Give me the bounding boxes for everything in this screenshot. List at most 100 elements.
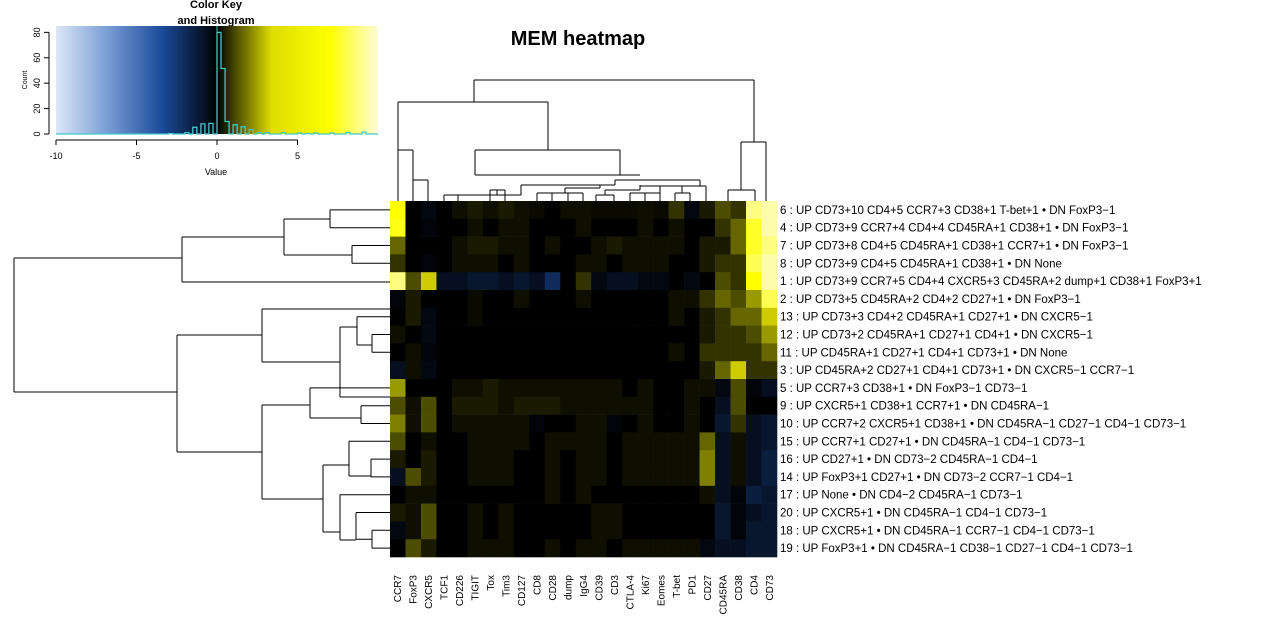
heatmap-cell [684,396,700,415]
heatmap-cell [513,379,530,398]
heatmap-cell [405,396,422,415]
column-dendrogram-branch [489,189,506,201]
heatmap-cell [482,218,499,237]
heatmap-cell [715,218,731,237]
heatmap-cell [575,468,592,487]
row-label: 6 : UP CD73+10 CD4+5 CCR7+3 CD38+1 T-bet… [780,205,1115,217]
heatmap-cell [420,218,437,237]
heatmap-cell [482,254,499,273]
column-label: CD73 [765,575,776,601]
heatmap-cell [482,236,499,255]
heatmap-cell [513,432,530,451]
heatmap-cell [761,236,778,255]
heatmap-cell [482,450,499,469]
heatmap-cell [498,468,515,487]
heatmap-cell [761,485,778,504]
heatmap-cell [684,503,700,522]
heatmap-cell [591,201,608,220]
heatmap-cell [405,432,422,451]
heatmap-cell [560,325,577,344]
heatmap-cell [482,539,499,558]
heatmap-cell [761,379,778,398]
row-label: 10 : UP CCR7+2 CXCR5+1 CD38+1 • DN CD45R… [780,419,1186,431]
heatmap-cell [436,254,453,273]
heatmap-cell [529,414,546,433]
column-label: CTLA-4 [625,575,636,610]
heatmap-cell [420,503,437,522]
heatmap-cell [684,414,700,433]
heatmap-cell [684,325,700,344]
heatmap-cell [575,325,592,344]
heatmap-cell [560,361,577,380]
heatmap-cell [637,201,654,220]
heatmap-cell [529,201,546,220]
heatmap-cell [529,361,546,380]
heatmap-cells [390,201,778,558]
heatmap-cell [715,539,731,558]
column-dendrogram-branch [397,101,549,150]
heatmap-cell [436,307,453,326]
heatmap-cell [606,521,623,540]
heatmap-cell [653,432,669,451]
heatmap-cell [544,450,561,469]
heatmap-cell [637,254,654,273]
heatmap-cell [436,272,453,291]
heatmap-cell [622,218,638,237]
row-label: 20 : UP CXCR5+1 • DN CD45RA−1 CD4−1 CD73… [780,508,1047,520]
heatmap-cell [622,361,638,380]
heatmap-cell [653,396,669,415]
heatmap-cell [436,361,453,380]
column-labels: CCR7 FoxP3 CXCR5 TCF1 CD226 TIGIT Tox Tim3 CD127… [393,575,776,615]
heatmap-cell [390,325,406,344]
row-label: 7 : UP CD73+8 CD4+5 CD45RA+1 CD38+1 CCR7… [780,241,1128,253]
column-label: CCR7 [393,575,404,603]
heatmap-cell [591,539,608,558]
heatmap-cell [684,236,700,255]
heatmap-cell [390,468,406,487]
heatmap-cell [730,290,747,309]
heatmap-cell [575,361,592,380]
heatmap-cell [730,218,747,237]
heatmap-cell [668,272,685,291]
heatmap-cell [467,539,484,558]
heatmap-cell [591,468,608,487]
heatmap-cell [699,414,716,433]
heatmap-cell [606,468,623,487]
heatmap-cell [482,396,499,415]
heatmap-cell [622,485,638,504]
heatmap-cell [575,218,592,237]
heatmap-cell [390,290,406,309]
column-label: CD226 [455,575,466,607]
heatmap-cell [513,468,530,487]
heatmap-cell [544,503,561,522]
column-label: TCF1 [440,575,451,600]
heatmap-cell [436,485,453,504]
heatmap-cell [637,539,654,558]
heatmap-cell [405,307,422,326]
heatmap-cell [467,485,484,504]
heatmap-cell [730,414,747,433]
heatmap-cell [730,343,747,362]
heatmap-cell [668,236,685,255]
heatmap-cell [746,450,762,469]
column-dendrogram-branch [473,79,755,142]
heatmap-cell [390,379,406,398]
column-label: dump [564,575,575,600]
heatmap-cell [668,468,685,487]
heatmap-cell [730,539,747,558]
heatmap-cell [467,432,484,451]
heatmap-cell [390,539,406,558]
heatmap-cell [606,361,623,380]
heatmap-cell [699,379,716,398]
heatmap-cell [575,450,592,469]
heatmap-cell [761,325,778,344]
heatmap-cell [622,503,638,522]
heatmap-cell [622,236,638,255]
heatmap-cell [730,379,747,398]
heatmap-cell [668,503,685,522]
heatmap-cell [560,218,577,237]
heatmap-cell [529,485,546,504]
heatmap-cell [390,218,406,237]
heatmap-cell [467,414,484,433]
